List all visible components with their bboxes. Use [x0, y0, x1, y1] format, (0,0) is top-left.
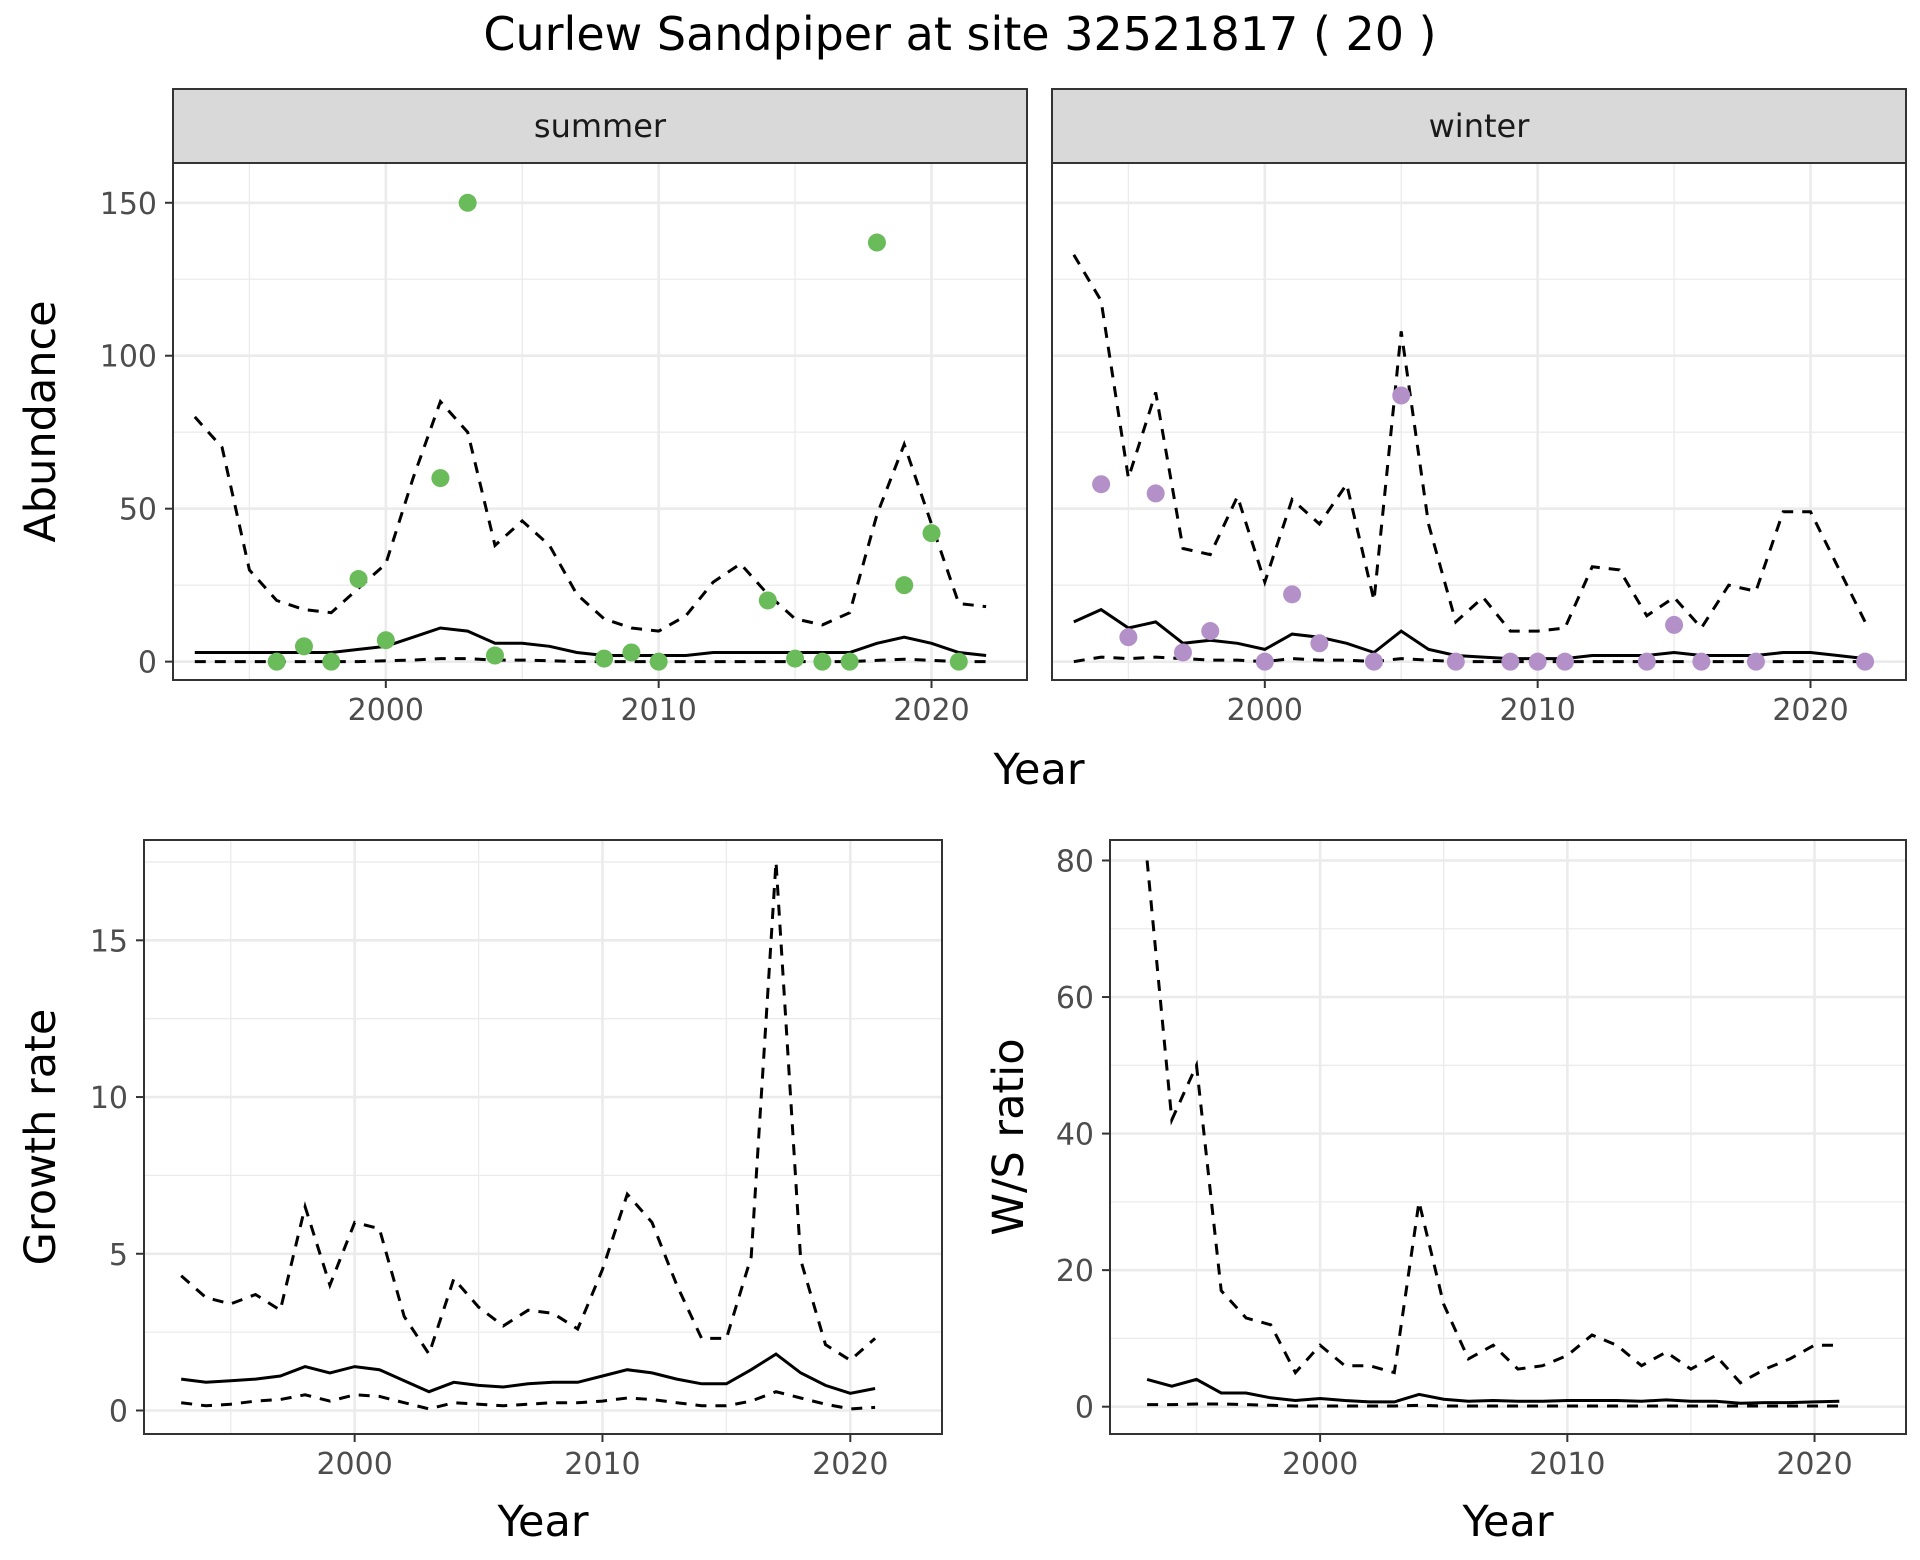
data-point — [294, 637, 313, 656]
data-point — [322, 652, 341, 671]
series-line-1-dashed — [180, 861, 877, 1363]
series-line-1-dashed — [1145, 860, 1840, 1385]
data-point — [786, 649, 805, 668]
data-point — [1255, 652, 1274, 671]
x-axis-title: Year — [1461, 1497, 1553, 1547]
data-point — [1173, 643, 1192, 662]
x-tick-label: 2000 — [1227, 693, 1303, 728]
x-tick-label: 2010 — [1499, 693, 1575, 728]
data-point — [649, 652, 668, 671]
y-tick-label: 100 — [100, 340, 157, 375]
data-point — [595, 649, 614, 668]
facet-strip — [1051, 88, 1907, 164]
panel-4-background — [1110, 840, 1906, 1434]
x-tick-label: 2000 — [1282, 1447, 1358, 1482]
series-line-3-dashed — [181, 1390, 876, 1411]
y-axis-title: Abundance — [16, 300, 66, 542]
y-tick-label: 40 — [1056, 1118, 1094, 1153]
x-tick-label: 2020 — [1772, 693, 1848, 728]
x-tick-label: 2000 — [316, 1447, 392, 1482]
data-point — [1283, 585, 1302, 604]
y-tick-label: 20 — [1056, 1254, 1094, 1289]
data-point — [1856, 652, 1875, 671]
data-point — [376, 631, 395, 650]
series-line-3-dashed — [1073, 655, 1866, 664]
data-point — [1364, 652, 1383, 671]
series-line-1-dashed — [193, 398, 987, 633]
x-tick-label: 2020 — [893, 693, 969, 728]
panel-4-border — [1109, 839, 1907, 1435]
y-axis-title: Growth rate — [16, 1009, 66, 1266]
y-tick-label: 5 — [109, 1238, 128, 1273]
data-point — [1146, 484, 1165, 503]
data-point — [458, 193, 477, 212]
x-tick-label: 2010 — [564, 1447, 640, 1482]
panel-3-background — [144, 840, 942, 1434]
data-point — [431, 469, 450, 488]
figure-title: Curlew Sandpiper at site 32521817 ( 20 ) — [483, 7, 1436, 61]
y-tick-label: 10 — [90, 1081, 128, 1116]
data-point — [895, 576, 914, 595]
y-tick-label: 0 — [1075, 1391, 1094, 1426]
x-axis-title: Year — [496, 1497, 588, 1547]
data-point — [1692, 652, 1711, 671]
data-point — [1528, 652, 1547, 671]
data-point — [758, 591, 777, 610]
data-point — [1310, 634, 1329, 653]
data-point — [622, 643, 641, 662]
data-point — [1446, 652, 1465, 671]
data-point — [349, 570, 368, 589]
panel-2-background — [1052, 163, 1906, 680]
data-point — [1119, 628, 1138, 647]
y-tick-label: 15 — [90, 924, 128, 959]
x-tick-label: 2000 — [348, 693, 424, 728]
series-line-2-solid — [194, 626, 987, 657]
y-tick-label: 0 — [109, 1394, 128, 1429]
panel-1-background — [173, 163, 1027, 680]
facet-label: winter — [1429, 107, 1531, 145]
data-point — [1746, 652, 1765, 671]
series-line-2-solid — [1146, 1377, 1840, 1405]
y-tick-label: 80 — [1056, 844, 1094, 879]
facet-x-axis-title: Year — [992, 745, 1084, 795]
series-line-2-solid — [1073, 607, 1866, 661]
data-point — [1555, 652, 1574, 671]
series-line-2-solid — [181, 1352, 876, 1395]
x-tick-label: 2020 — [812, 1447, 888, 1482]
y-tick-label: 50 — [119, 493, 157, 528]
data-point — [922, 524, 941, 543]
data-point — [1665, 615, 1684, 634]
facet-strip — [172, 88, 1028, 164]
facet-label: summer — [534, 107, 667, 145]
y-axis-title: W/S ratio — [984, 1038, 1034, 1235]
x-tick-label: 2010 — [1529, 1447, 1605, 1482]
x-tick-label: 2010 — [620, 693, 696, 728]
y-tick-label: 60 — [1056, 981, 1094, 1016]
data-point — [1392, 386, 1411, 405]
panel-3-border — [143, 839, 943, 1435]
data-point — [949, 652, 968, 671]
data-point — [813, 652, 832, 671]
y-tick-label: 150 — [100, 187, 157, 222]
x-tick-label: 2020 — [1776, 1447, 1852, 1482]
data-point — [485, 646, 504, 665]
series-line-3-dashed — [1147, 1402, 1840, 1408]
y-tick-label: 0 — [138, 646, 157, 681]
data-point — [1201, 622, 1220, 641]
data-point — [1637, 652, 1656, 671]
data-point — [1501, 652, 1520, 671]
series-line-1-dashed — [1072, 254, 1867, 633]
data-point — [1092, 475, 1111, 494]
data-point — [840, 652, 859, 671]
data-point — [267, 652, 286, 671]
data-point — [867, 233, 886, 252]
